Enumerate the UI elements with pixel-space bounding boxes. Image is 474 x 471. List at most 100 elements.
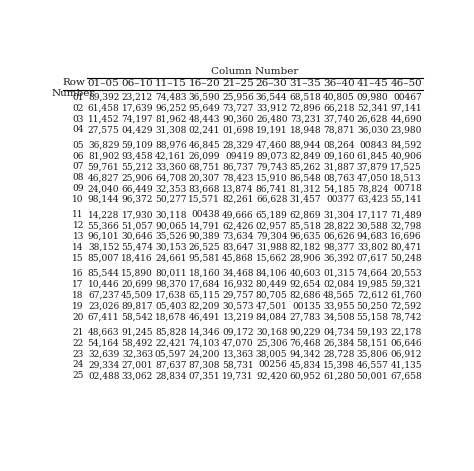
Text: 16,696: 16,696 — [390, 232, 422, 241]
Text: 86,737: 86,737 — [222, 162, 254, 171]
Text: 29,334: 29,334 — [88, 360, 119, 369]
Text: 38,152: 38,152 — [88, 243, 119, 252]
Text: 73,634: 73,634 — [222, 232, 254, 241]
Text: 33,955: 33,955 — [323, 302, 355, 311]
Text: 04: 04 — [73, 125, 84, 134]
Text: 02,957: 02,957 — [256, 221, 287, 230]
Text: 48,443: 48,443 — [189, 114, 220, 123]
Text: 26,480: 26,480 — [256, 114, 287, 123]
Text: 45,834: 45,834 — [290, 360, 321, 369]
Text: 04,734: 04,734 — [323, 328, 355, 337]
Text: 31,308: 31,308 — [155, 125, 187, 134]
Text: 50,248: 50,248 — [390, 254, 422, 263]
Text: 85,262: 85,262 — [290, 162, 321, 171]
Text: 17,117: 17,117 — [356, 210, 388, 219]
Text: 01–05: 01–05 — [88, 79, 119, 88]
Text: 59,109: 59,109 — [121, 141, 153, 150]
Text: 09,172: 09,172 — [222, 328, 254, 337]
Text: 20,553: 20,553 — [390, 269, 422, 278]
Text: 45,509: 45,509 — [121, 291, 153, 300]
Text: 31,988: 31,988 — [256, 243, 287, 252]
Text: 82,686: 82,686 — [290, 291, 321, 300]
Text: 30,588: 30,588 — [356, 221, 388, 230]
Text: 89,073: 89,073 — [256, 152, 287, 161]
Text: 51,057: 51,057 — [121, 221, 153, 230]
Text: 26–30: 26–30 — [256, 79, 288, 88]
Text: 61,280: 61,280 — [323, 371, 355, 380]
Text: 26,384: 26,384 — [323, 339, 355, 348]
Text: 58,731: 58,731 — [222, 360, 254, 369]
Text: 16–20: 16–20 — [189, 79, 220, 88]
Text: 96,101: 96,101 — [88, 232, 119, 241]
Text: 18,416: 18,416 — [121, 254, 153, 263]
Text: 06–10: 06–10 — [121, 79, 153, 88]
Text: Column Number: Column Number — [211, 66, 299, 75]
Text: 21–25: 21–25 — [222, 79, 254, 88]
Text: 13,874: 13,874 — [222, 184, 254, 193]
Text: 64,708: 64,708 — [155, 173, 187, 182]
Text: 40,906: 40,906 — [390, 152, 422, 161]
Text: 25,956: 25,956 — [222, 93, 254, 102]
Text: 05,597: 05,597 — [155, 349, 187, 358]
Text: 81,902: 81,902 — [88, 152, 119, 161]
Text: 89,817: 89,817 — [121, 302, 153, 311]
Text: 11: 11 — [73, 210, 84, 219]
Text: 86,548: 86,548 — [289, 173, 321, 182]
Text: 41–45: 41–45 — [356, 79, 388, 88]
Text: 11–15: 11–15 — [155, 79, 187, 88]
Text: 46,845: 46,845 — [189, 141, 220, 150]
Text: 78,742: 78,742 — [391, 313, 422, 322]
Text: 38,005: 38,005 — [256, 349, 287, 358]
Text: 15,910: 15,910 — [255, 173, 287, 182]
Text: 17,930: 17,930 — [121, 210, 153, 219]
Text: 40,603: 40,603 — [290, 269, 321, 278]
Text: 68,751: 68,751 — [189, 162, 220, 171]
Text: 74,483: 74,483 — [155, 93, 187, 102]
Text: 42,161: 42,161 — [155, 152, 187, 161]
Text: 84,592: 84,592 — [390, 141, 422, 150]
Text: 17,525: 17,525 — [390, 162, 422, 171]
Text: 17,638: 17,638 — [155, 291, 187, 300]
Text: 50,001: 50,001 — [356, 371, 388, 380]
Text: 07,351: 07,351 — [189, 371, 220, 380]
Text: 68,518: 68,518 — [289, 93, 321, 102]
Text: 97,141: 97,141 — [390, 104, 422, 113]
Text: 31,457: 31,457 — [290, 195, 321, 204]
Text: 52,341: 52,341 — [357, 104, 388, 113]
Text: 98,370: 98,370 — [155, 280, 187, 289]
Text: 00256: 00256 — [259, 360, 287, 369]
Text: 66,449: 66,449 — [121, 184, 153, 193]
Text: 35,806: 35,806 — [356, 349, 388, 358]
Text: 06,646: 06,646 — [390, 339, 422, 348]
Text: 13,219: 13,219 — [222, 313, 254, 322]
Text: 25,306: 25,306 — [256, 339, 287, 348]
Text: 91,245: 91,245 — [121, 328, 153, 337]
Text: 82,182: 82,182 — [290, 243, 321, 252]
Text: 34,508: 34,508 — [323, 313, 355, 322]
Text: 71,489: 71,489 — [390, 210, 422, 219]
Text: 19,731: 19,731 — [222, 371, 254, 380]
Text: 36,030: 36,030 — [357, 125, 388, 134]
Text: 82,209: 82,209 — [189, 302, 220, 311]
Text: 50,277: 50,277 — [155, 195, 187, 204]
Text: 30,573: 30,573 — [222, 302, 254, 311]
Text: 95,581: 95,581 — [188, 254, 220, 263]
Text: 27,783: 27,783 — [290, 313, 321, 322]
Text: 19,191: 19,191 — [256, 125, 287, 134]
Text: 23: 23 — [73, 349, 84, 358]
Text: 18,678: 18,678 — [155, 313, 187, 322]
Text: 79,743: 79,743 — [256, 162, 287, 171]
Text: 37,740: 37,740 — [323, 114, 355, 123]
Text: 14: 14 — [73, 243, 84, 252]
Text: 88,976: 88,976 — [155, 141, 187, 150]
Text: 72,592: 72,592 — [391, 302, 422, 311]
Text: 60,952: 60,952 — [290, 371, 321, 380]
Text: 02,084: 02,084 — [323, 280, 355, 289]
Text: 30,168: 30,168 — [256, 328, 287, 337]
Text: 84,084: 84,084 — [256, 313, 287, 322]
Text: 79,304: 79,304 — [256, 232, 287, 241]
Text: 94,683: 94,683 — [357, 232, 388, 241]
Text: 01,315: 01,315 — [323, 269, 355, 278]
Text: 31,304: 31,304 — [323, 210, 355, 219]
Text: 46–50: 46–50 — [390, 79, 422, 88]
